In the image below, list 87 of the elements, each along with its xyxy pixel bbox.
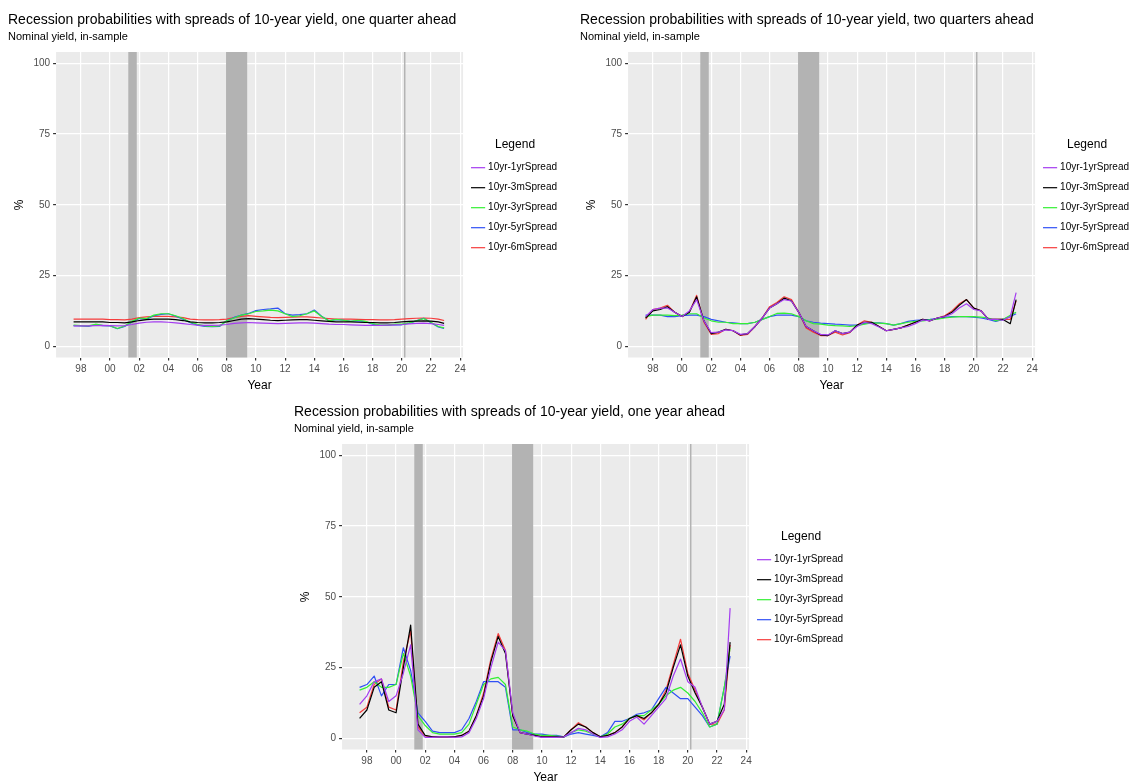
x-axis-title: Year (247, 378, 272, 393)
x-tick-label: 12 (565, 755, 578, 767)
legend-label: 10yr-5yrSpread (1060, 221, 1129, 233)
chart-title: Recession probabilities with spreads of 10-year yield, one quarter ahead (8, 11, 457, 28)
x-tick-label: 06 (478, 755, 490, 767)
legend-label: 10yr-1yrSpread (488, 161, 557, 173)
x-tick-label: 24 (740, 755, 753, 767)
y-tick-label: 50 (324, 590, 337, 602)
y-tick-label: 100 (319, 449, 337, 461)
chart-title: Recession probabilities with spreads of 10-year yield, two quarters ahead (580, 11, 1034, 28)
y-axis-title: % (11, 199, 26, 211)
legend-label: 10yr-6mSpread (1060, 241, 1129, 253)
x-tick-label: 18 (939, 363, 951, 375)
x-tick-label: 10 (822, 363, 834, 375)
x-tick-label: 04 (162, 363, 175, 375)
y-tick-label: 50 (38, 198, 51, 210)
x-tick-label: 04 (734, 363, 747, 375)
y-tick-label: 0 (44, 340, 51, 352)
x-tick-label: 00 (104, 363, 117, 375)
y-tick-label: 75 (610, 127, 623, 139)
y-tick-label: 50 (610, 198, 623, 210)
chart-title: Recession probabilities with spreads of 10-year yield, one year ahead (294, 403, 726, 420)
x-tick-label: 98 (75, 363, 87, 375)
x-tick-label: 14 (880, 363, 893, 375)
legend-title: Legend (781, 528, 822, 543)
y-tick-label: 100 (605, 57, 623, 69)
x-tick-label: 14 (594, 755, 607, 767)
x-tick-label: 00 (390, 755, 403, 767)
x-tick-label: 20 (682, 755, 694, 767)
x-tick-label: 10 (250, 363, 262, 375)
y-tick-label: 0 (330, 732, 337, 744)
x-tick-label: 08 (507, 755, 519, 767)
x-tick-label: 08 (221, 363, 233, 375)
legend-label: 10yr-6mSpread (488, 241, 557, 253)
y-tick-label: 0 (616, 340, 623, 352)
legend-title: Legend (495, 136, 536, 151)
x-tick-label: 98 (361, 755, 373, 767)
x-tick-label: 16 (337, 363, 350, 375)
legend-label: 10yr-5yrSpread (774, 613, 843, 625)
legend-label: 10yr-1yrSpread (774, 553, 843, 565)
x-tick-label: 20 (968, 363, 980, 375)
y-tick-label: 75 (324, 519, 337, 531)
x-tick-label: 02 (419, 755, 432, 767)
x-tick-label: 22 (711, 755, 723, 767)
x-tick-label: 16 (909, 363, 922, 375)
x-tick-label: 06 (764, 363, 776, 375)
y-tick-label: 25 (324, 661, 337, 673)
y-tick-label: 100 (33, 57, 51, 69)
x-tick-label: 02 (133, 363, 146, 375)
y-axis-title: % (583, 199, 598, 211)
x-tick-label: 10 (536, 755, 548, 767)
x-tick-label: 14 (308, 363, 321, 375)
x-tick-label: 00 (676, 363, 689, 375)
x-axis-title: Year (819, 378, 844, 393)
y-tick-label: 25 (38, 269, 51, 281)
x-tick-label: 12 (279, 363, 292, 375)
x-tick-label: 22 (425, 363, 437, 375)
x-tick-label: 06 (192, 363, 204, 375)
x-axis-title: Year (533, 770, 558, 783)
legend-label: 10yr-1yrSpread (1060, 161, 1129, 173)
legend-label: 10yr-3yrSpread (488, 201, 557, 213)
x-tick-label: 24 (454, 363, 467, 375)
x-tick-label: 08 (793, 363, 805, 375)
chart-subtitle: Nominal yield, in-sample (294, 422, 414, 435)
x-tick-label: 18 (653, 755, 665, 767)
y-tick-label: 25 (610, 269, 623, 281)
legend-label: 10yr-3mSpread (774, 573, 843, 585)
x-tick-label: 12 (851, 363, 864, 375)
legend-label: 10yr-3mSpread (1060, 181, 1129, 193)
x-tick-label: 16 (623, 755, 636, 767)
x-tick-label: 04 (448, 755, 461, 767)
legend-label: 10yr-3yrSpread (774, 593, 843, 605)
chart-subtitle: Nominal yield, in-sample (580, 30, 700, 43)
x-tick-label: 98 (647, 363, 659, 375)
x-tick-label: 22 (997, 363, 1009, 375)
legend-title: Legend (1067, 136, 1108, 151)
legend-label: 10yr-6mSpread (774, 633, 843, 645)
x-tick-label: 18 (367, 363, 379, 375)
y-axis-title: % (297, 591, 312, 603)
legend-label: 10yr-5yrSpread (488, 221, 557, 233)
chart-subtitle: Nominal yield, in-sample (8, 30, 128, 43)
y-tick-label: 75 (38, 127, 51, 139)
legend-label: 10yr-3yrSpread (1060, 201, 1129, 213)
x-tick-label: 02 (705, 363, 718, 375)
x-tick-label: 20 (396, 363, 408, 375)
x-tick-label: 24 (1026, 363, 1039, 375)
legend-label: 10yr-3mSpread (488, 181, 557, 193)
